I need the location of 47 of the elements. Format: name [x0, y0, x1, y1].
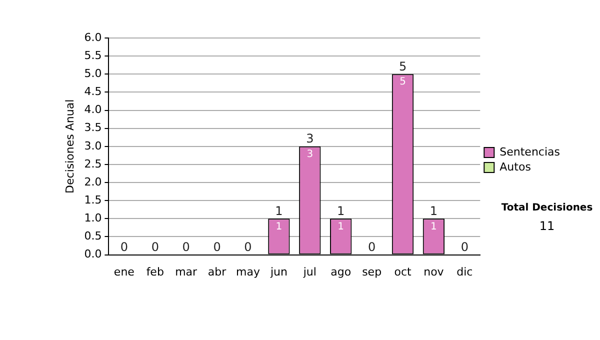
x-tick-label: feb [146, 265, 164, 278]
total-label: 0 [120, 240, 128, 254]
data-label: 1 [338, 221, 344, 232]
y-tick-label: 2.5 [84, 157, 102, 170]
total-label: 1 [275, 204, 283, 218]
y-tick-label: 5.0 [84, 66, 102, 80]
y-axis-title: Decisiones Anual [63, 99, 76, 194]
total-label: 0 [151, 240, 159, 254]
x-tick-label: ago [330, 265, 352, 278]
data-label: 5 [400, 76, 406, 88]
data-label: 1 [430, 221, 437, 232]
x-tick-label: may [236, 265, 260, 278]
x-tick-label: jul [302, 265, 316, 278]
y-tick-label: 4.5 [84, 85, 102, 98]
y-tick-label: 5.5 [84, 48, 102, 62]
x-tick-label: sep [362, 265, 382, 278]
legend-label: Sentencias [500, 145, 560, 158]
total-label: 0 [460, 240, 468, 254]
x-tick-label: dic [456, 265, 473, 278]
y-tick-label: 1.0 [84, 212, 102, 225]
text: 11 [539, 219, 555, 234]
y-tick-label: 1.5 [84, 193, 102, 206]
x-tick-label: nov [424, 265, 444, 278]
x-tick-label: abr [208, 265, 227, 278]
total-label: 0 [244, 240, 252, 254]
total-label: 0 [368, 240, 376, 254]
y-tick-label: 0.5 [84, 230, 102, 243]
data-label: 3 [306, 148, 314, 160]
x-tick-label: mar [175, 265, 198, 278]
total-label: 3 [306, 132, 314, 146]
x-tick-label: jun [269, 265, 288, 278]
y-tick-label: 6.0 [84, 30, 102, 44]
legend-label: Autos [500, 160, 532, 174]
data-label: 1 [276, 221, 282, 232]
y-tick-label: 0.0 [84, 248, 102, 261]
total-label: 1 [430, 204, 438, 218]
x-tick-label: oct [394, 265, 412, 278]
x-tick-label: ene [114, 265, 135, 278]
total-label: 5 [398, 59, 407, 74]
y-tick-label: 4.0 [84, 103, 102, 116]
y-tick-label: 3.5 [84, 121, 102, 134]
y-tick-label: 3.0 [84, 139, 102, 152]
total-label: 0 [182, 240, 190, 254]
total-label: 1 [337, 204, 345, 218]
total-label: 0 [213, 240, 221, 254]
y-tick-label: 2.0 [84, 175, 102, 188]
text: Total Decisiones [501, 202, 593, 214]
